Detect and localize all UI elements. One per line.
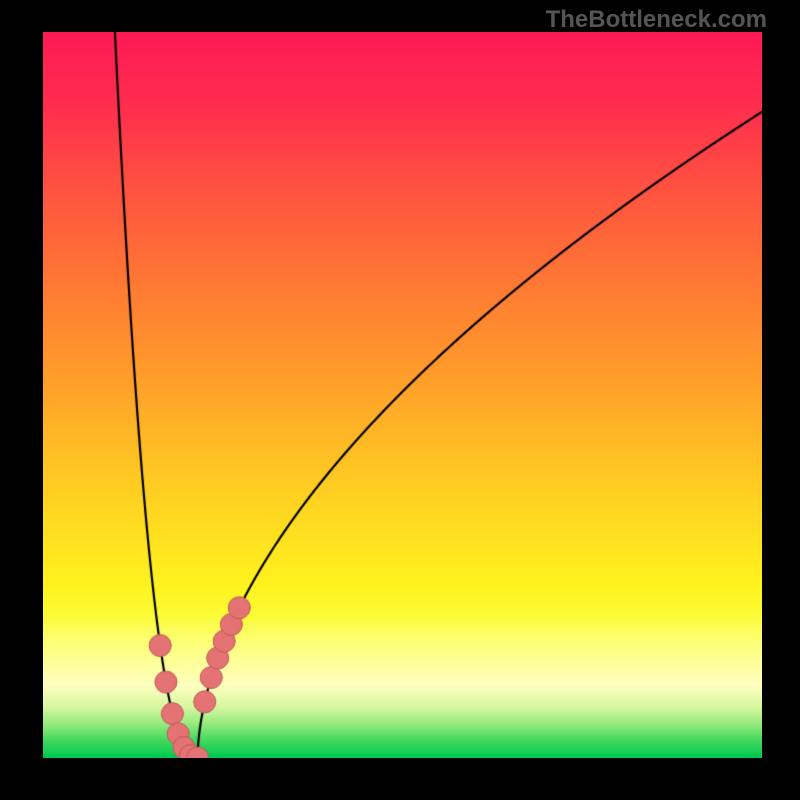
plot-canvas <box>43 32 762 758</box>
watermark-text: TheBottleneck.com <box>546 8 767 32</box>
plot-area <box>43 32 762 758</box>
chart-root: TheBottleneck.com <box>0 0 800 800</box>
